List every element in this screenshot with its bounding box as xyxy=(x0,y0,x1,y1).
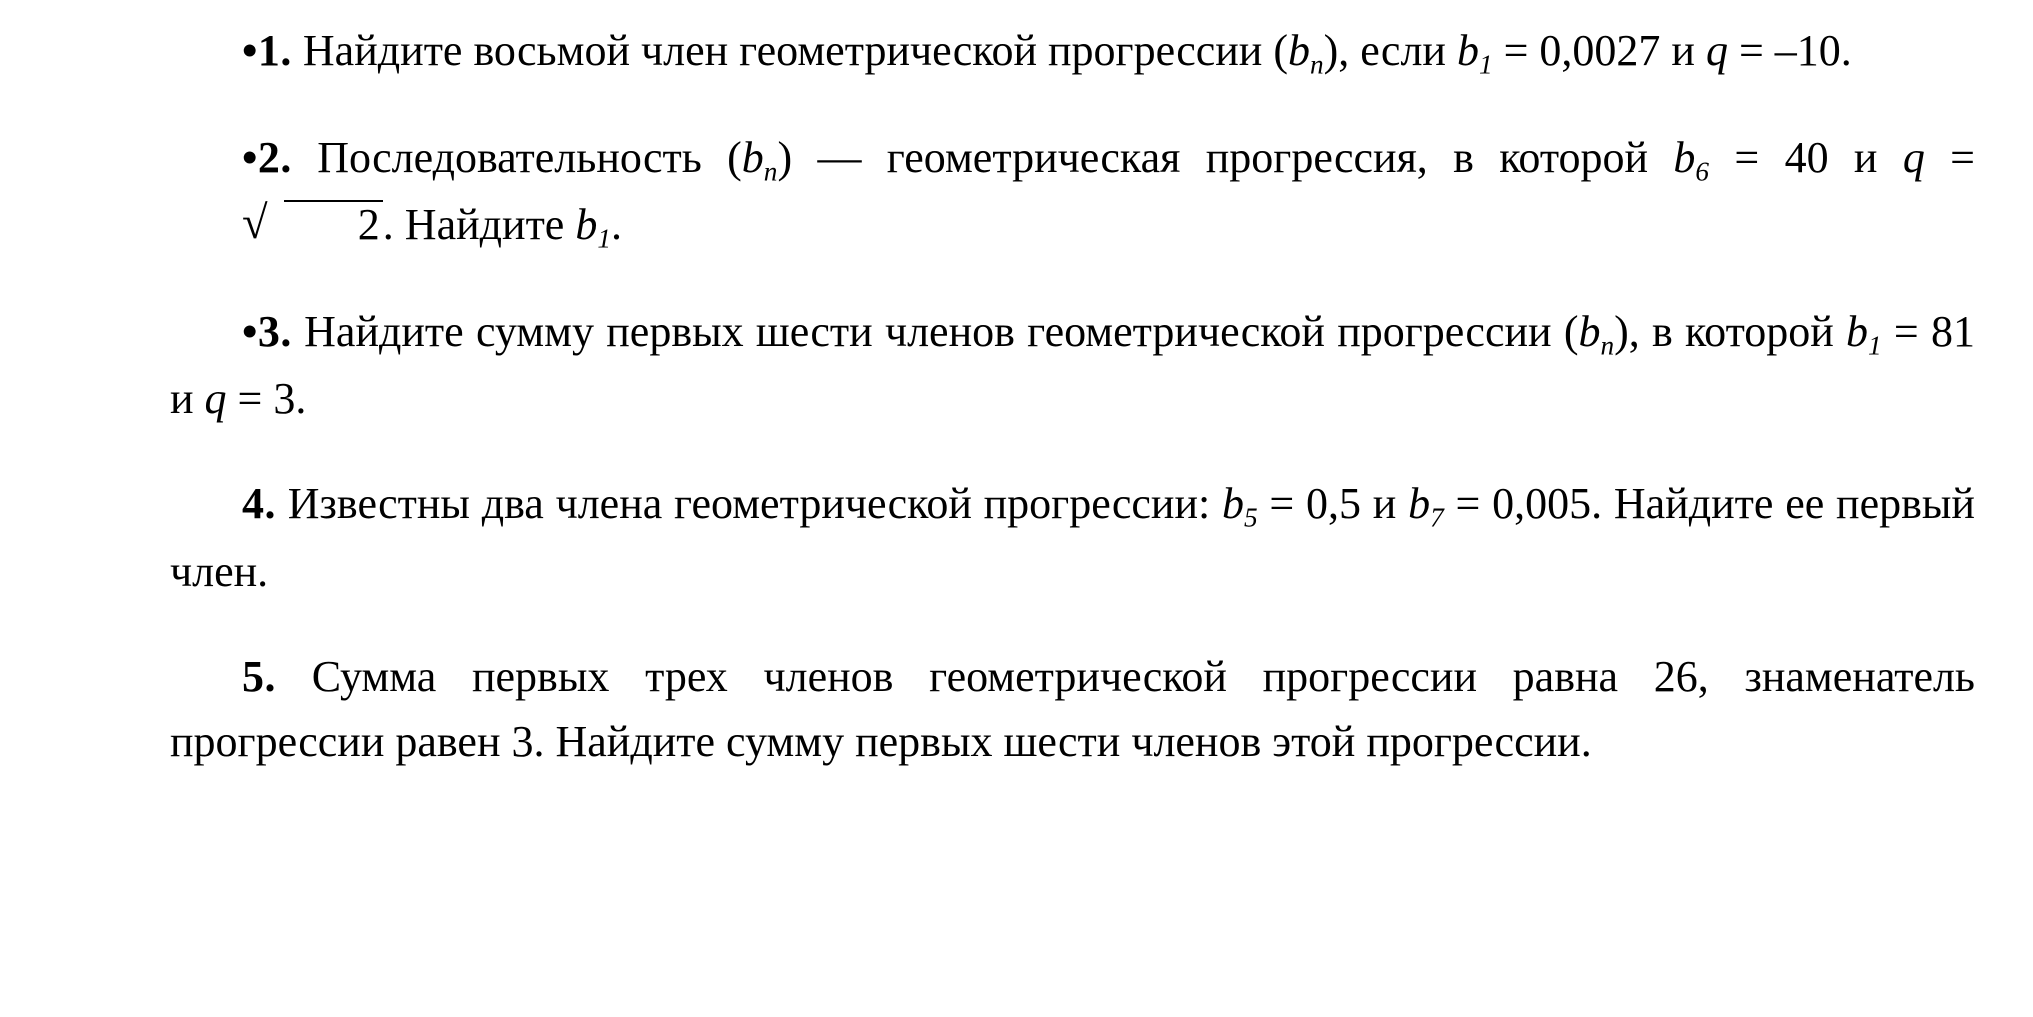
problem-1: •1. Найдите восьмой член геометрической … xyxy=(170,18,1975,85)
problem-3-line: •3. Найдите сумму первых шести членов ге… xyxy=(170,299,1975,431)
problem-2-number: •2. xyxy=(242,133,292,182)
problem-1-eq2: = 0,0027 и xyxy=(1493,26,1706,75)
problem-4-eq1: = 0,5 и xyxy=(1258,479,1408,528)
problem-3-mid1: ), в которой xyxy=(1614,307,1846,356)
problem-1-bn-b: b xyxy=(1288,26,1310,75)
problem-2-mid2: . Найдите xyxy=(383,200,576,249)
problem-5-number: 5. xyxy=(242,652,276,701)
problem-3-b1-1: 1 xyxy=(1868,331,1882,361)
problem-1-q: q xyxy=(1706,26,1728,75)
problem-1-mid1: ), если xyxy=(1324,26,1457,75)
problem-1-bn-n: n xyxy=(1310,50,1324,80)
problem-3-pre: Найдите сумму первых шести членов геомет… xyxy=(292,307,1579,356)
problem-2-b6-6: 6 xyxy=(1695,157,1709,187)
problem-2-bn-n: n xyxy=(764,157,778,187)
problem-1-pre: Найдите восьмой член геометрической прог… xyxy=(292,26,1288,75)
problem-3-number: •3. xyxy=(242,307,292,356)
problem-5-line: 5. Сумма первых трех членов геометрическ… xyxy=(170,644,1975,774)
problem-3-bn-b: b xyxy=(1578,307,1600,356)
problem-4-b7-7: 7 xyxy=(1430,503,1444,533)
problem-2-b1-1: 1 xyxy=(597,224,611,254)
problem-3-b1-b: b xyxy=(1846,307,1868,356)
problem-4: 4. Известны два члена геометрической про… xyxy=(170,471,1975,603)
problem-4-b5-b: b xyxy=(1222,479,1244,528)
problem-2-bn-b: b xyxy=(742,133,764,182)
problem-2-sqrt-val: 2 xyxy=(284,200,383,248)
problem-3-eq3: = 3. xyxy=(227,374,307,423)
problem-3-q: q xyxy=(205,374,227,423)
problem-1-eq3: = –10. xyxy=(1728,26,1852,75)
problem-2-q: q xyxy=(1903,133,1925,182)
problem-2-eq2: = 40 и xyxy=(1709,133,1903,182)
problem-2-b6-b: b xyxy=(1673,133,1695,182)
problem-5-pre: Сумма первых трех членов геометрической … xyxy=(170,652,1975,766)
problem-4-pre: Известны два члена геометрической прогре… xyxy=(276,479,1222,528)
problem-2-pre: Последовательность ( xyxy=(292,133,742,182)
problem-1-line: •1. Найдите восьмой член геометрической … xyxy=(170,18,1975,85)
problem-2-b1-b: b xyxy=(575,200,597,249)
problem-2-eq3pre: = xyxy=(1925,133,1975,182)
problem-4-number: 4. xyxy=(242,479,276,528)
problem-3: •3. Найдите сумму первых шести членов ге… xyxy=(170,299,1975,431)
problem-4-b5-5: 5 xyxy=(1244,503,1258,533)
problem-4-b7-b: b xyxy=(1408,479,1430,528)
problem-2-tail: . xyxy=(611,200,622,249)
problem-1-b1-1: 1 xyxy=(1479,50,1493,80)
problem-2: •2. Последовательность (bn) — геометриче… xyxy=(170,125,1975,259)
problem-3-bn-n: n xyxy=(1600,331,1614,361)
problem-1-number: •1. xyxy=(242,26,292,75)
sqrt-icon: 2 xyxy=(170,192,383,257)
problem-1-b1-b: b xyxy=(1457,26,1479,75)
problem-2-line: •2. Последовательность (bn) — геометриче… xyxy=(170,125,1975,259)
problem-5: 5. Сумма первых трех членов геометрическ… xyxy=(170,644,1975,774)
problem-2-mid1: ) — геометрическая прогрессия, в которой xyxy=(777,133,1673,182)
problem-4-line: 4. Известны два члена геометрической про… xyxy=(170,471,1975,603)
